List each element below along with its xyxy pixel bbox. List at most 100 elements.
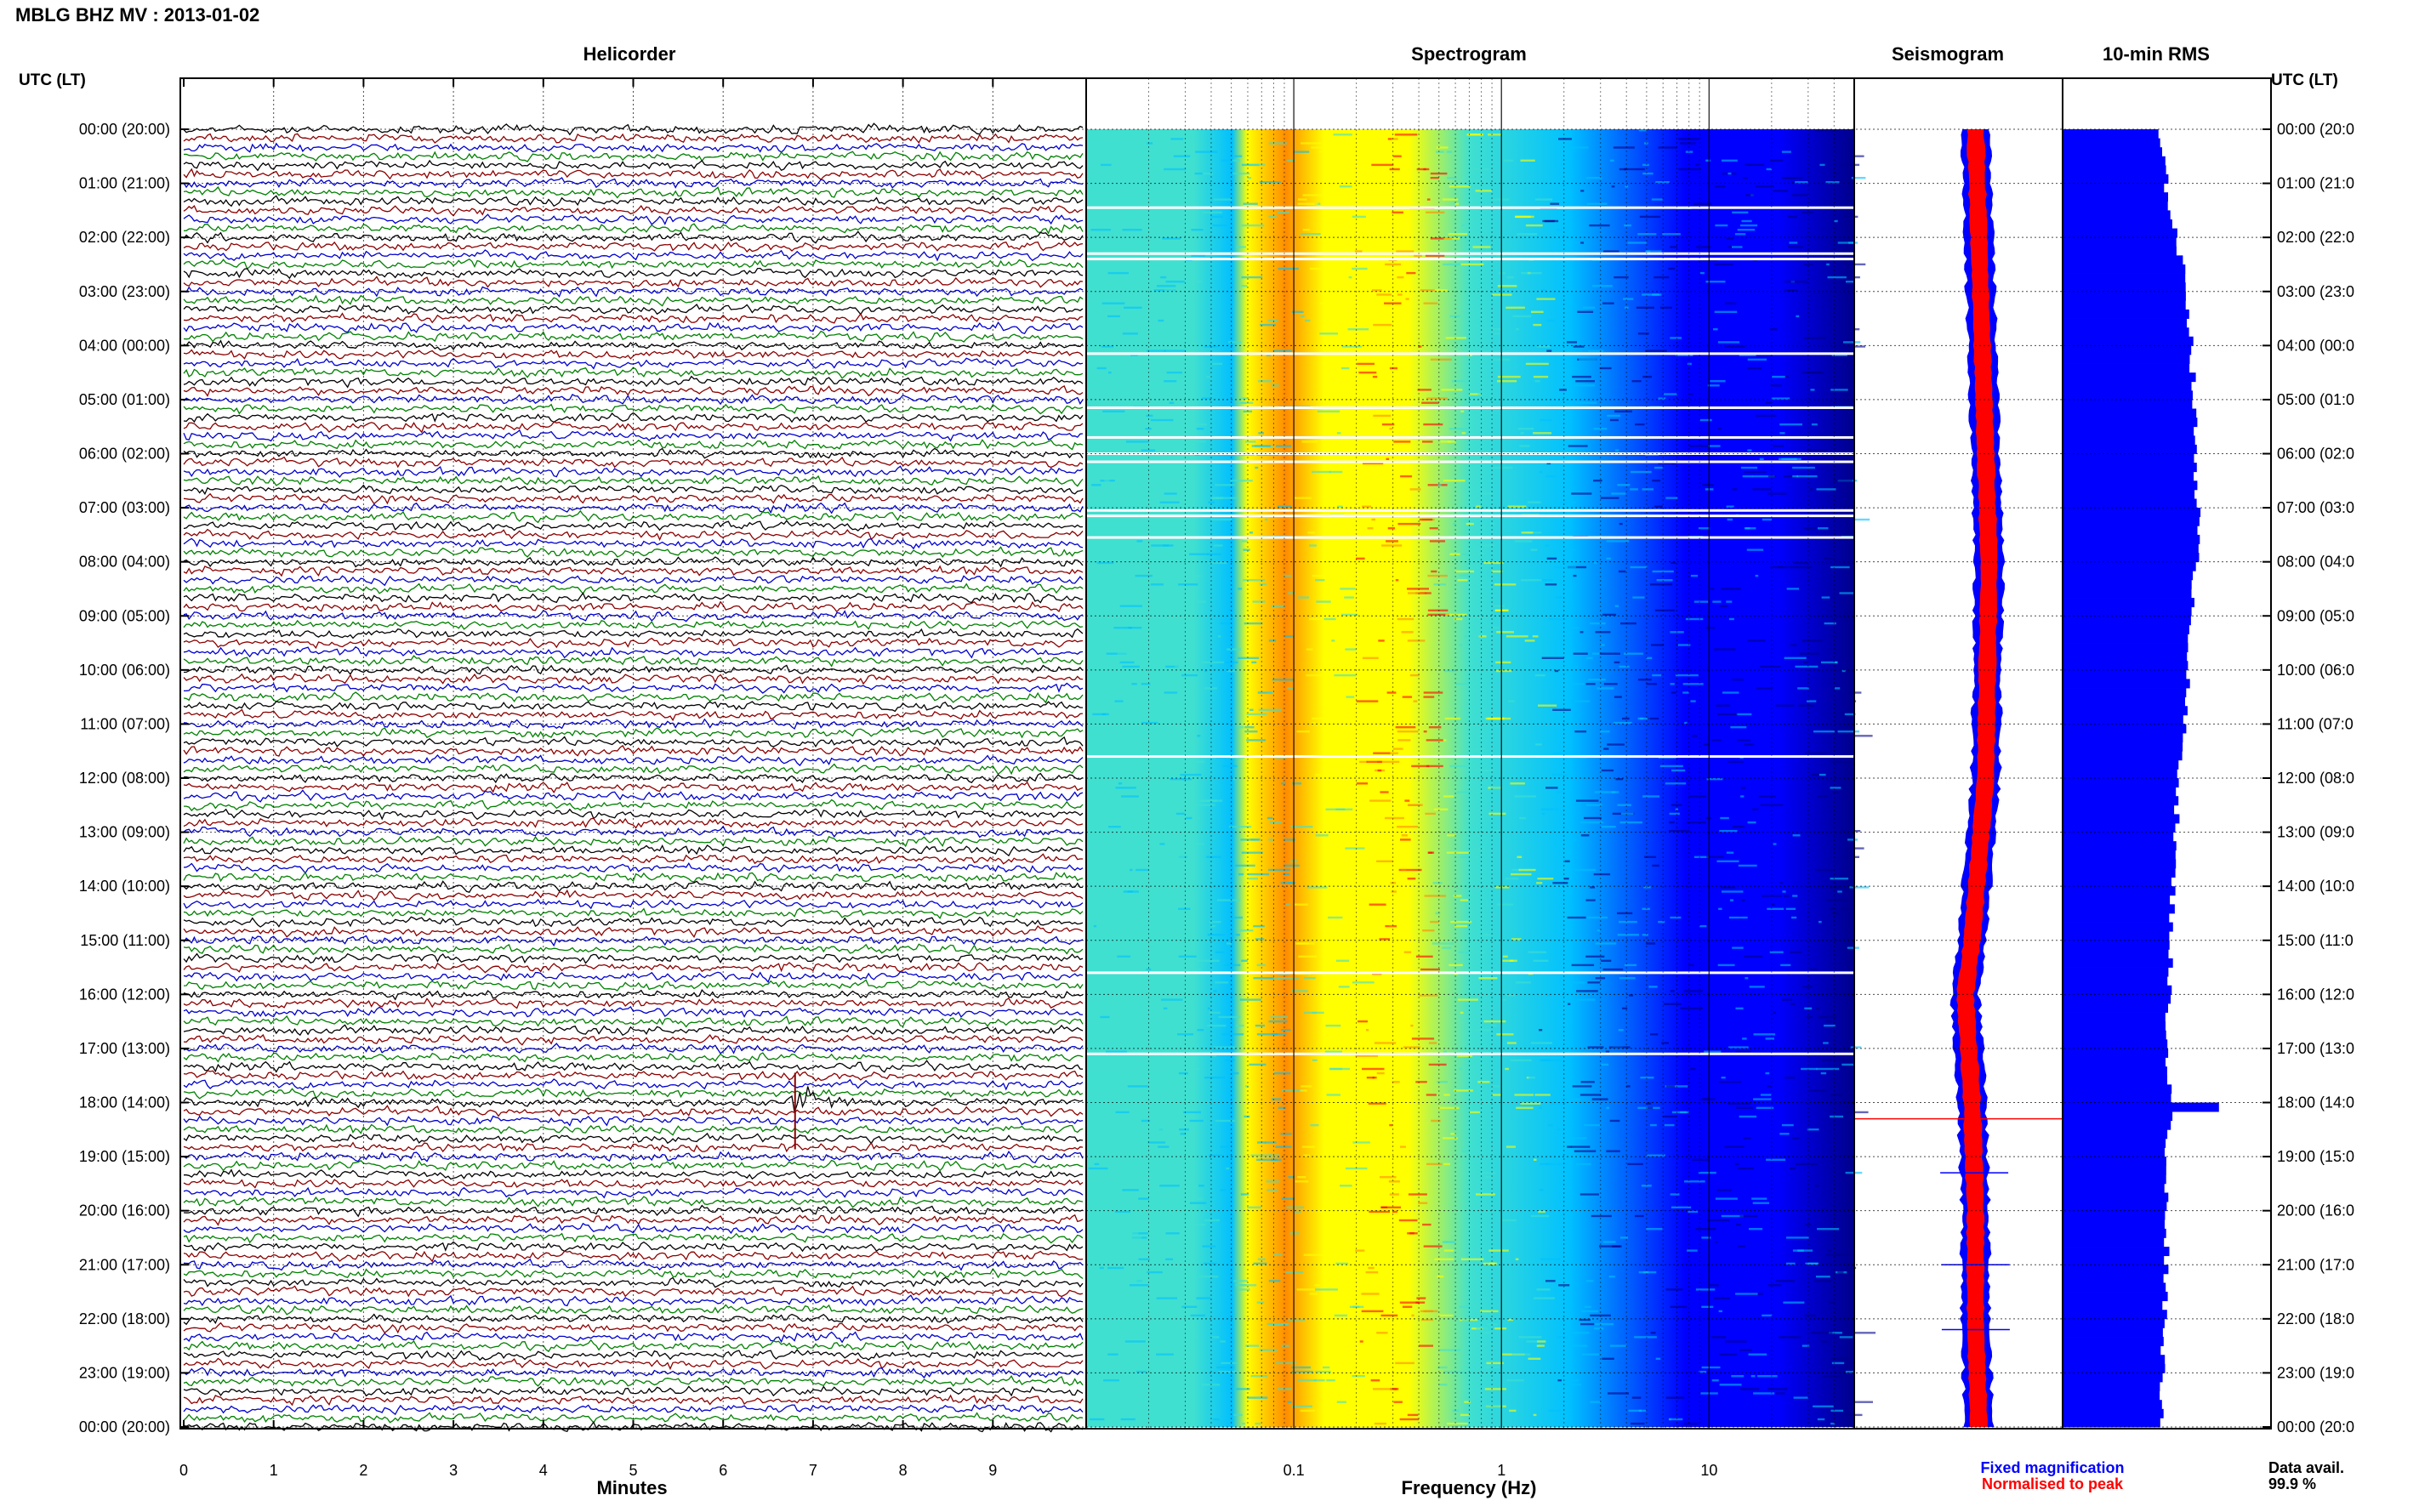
spectrogram-speck [1510, 782, 1525, 785]
spectrogram-speck [1620, 812, 1634, 816]
spectrogram-speck [1216, 1366, 1235, 1369]
spectrogram-speck [1680, 142, 1696, 145]
spectrogram-speck [1779, 1336, 1801, 1339]
spectrogram-speck [1802, 371, 1821, 374]
spectrogram-speck [1306, 886, 1328, 889]
spectrogram-speck [1824, 622, 1836, 625]
spectrogram-speck [1634, 1336, 1657, 1339]
spectrogram-speck [1830, 1422, 1836, 1425]
spectrogram-speck [1271, 605, 1285, 607]
figure-title: MBLG BHZ MV : 2013-01-02 [15, 4, 259, 26]
spectrogram-speck [1609, 1119, 1620, 1123]
spectrogram-speck [1726, 237, 1733, 240]
spectrogram-speck [1185, 816, 1192, 820]
spectrogram-speck [1784, 281, 1807, 283]
spectrogram-speck [1568, 1003, 1571, 1005]
spectrogram-speck [1288, 882, 1293, 884]
spectrogram-speck [1389, 367, 1397, 370]
spectrogram-speck [1790, 951, 1802, 953]
spectrogram-speck [1405, 298, 1409, 300]
spectrogram-speck [1145, 428, 1152, 430]
spectrogram-speck [1742, 177, 1748, 179]
spectrogram-speck [1426, 198, 1431, 201]
spectrogram-speck [1743, 1137, 1751, 1140]
rms-bar [2063, 1247, 2170, 1257]
spectrogram-speck [1423, 168, 1426, 171]
spectrogram-speck [1663, 1003, 1682, 1005]
spectrogram-speck [1380, 1176, 1397, 1179]
spectrogram-speck [1207, 934, 1226, 936]
spectrogram-speck [1541, 669, 1554, 673]
spectrogram-speck [1192, 1067, 1199, 1071]
spectrogram-xlabel: Frequency (Hz) [1402, 1477, 1537, 1498]
spectrogram-speck [1433, 583, 1447, 586]
spectrogram-speck [1746, 549, 1764, 551]
spectrogram-speck [1283, 873, 1290, 876]
tick-labels: 00:00 (20:00)01:00 (21:00)02:00 (22:00)0… [79, 121, 2354, 1479]
helicorder-trace [183, 861, 1084, 874]
rms-bar [2063, 1039, 2168, 1049]
spectrogram-speck [1841, 669, 1846, 673]
spectrogram-speck [1670, 246, 1678, 248]
spectrogram-speck [1688, 1210, 1699, 1214]
spectrogram-speck [1175, 358, 1192, 361]
spectrogram-speck [1457, 791, 1480, 793]
helicorder-trace [183, 1331, 1084, 1344]
spectrogram-speck [1215, 981, 1229, 984]
spectrogram-speck [1568, 981, 1585, 984]
spectrogram-speck [1337, 505, 1343, 508]
spectrogram-speck [1227, 648, 1242, 651]
spectrogram-speck [1239, 929, 1254, 932]
spectrogram-speck [1845, 1370, 1855, 1373]
spectrogram-speck [1662, 1115, 1676, 1118]
spectrogram-speck [1580, 190, 1585, 192]
spectrogram-speck [1579, 1318, 1591, 1322]
spectrogram-speck [1705, 627, 1716, 629]
spectrogram-speck [1602, 968, 1624, 971]
spectrogram-speck [1773, 1011, 1777, 1015]
spectrogram-speck [1258, 432, 1264, 435]
spectrogram-speck [1809, 488, 1813, 491]
spectrogram-speck [1671, 691, 1676, 694]
spectrogram-speck [1677, 644, 1691, 646]
spectrogram-speck [1300, 1409, 1315, 1413]
spectrogram-speck [1191, 254, 1206, 257]
spectrogram-speck [1182, 882, 1189, 884]
rms-bar [2063, 634, 2188, 644]
spectrogram-speck [1210, 362, 1222, 366]
spectrogram-speck [1114, 700, 1124, 702]
spectrogram-speck [1655, 181, 1670, 184]
rms-bar [2063, 643, 2188, 653]
spectrogram-speck [1466, 522, 1474, 526]
spectrogram-speck [1830, 1094, 1844, 1096]
spectrogram-speck [1095, 1327, 1117, 1330]
spectrogram-speck [1107, 315, 1120, 318]
spectrogram-speck [1159, 501, 1180, 503]
spectrogram-speck [1260, 323, 1277, 327]
spectrogram-gap [1086, 509, 1854, 512]
spectrogram-speck [1268, 868, 1290, 872]
spectrogram-speck [1190, 1314, 1205, 1317]
spectrogram-speck [1670, 337, 1682, 339]
spectrogram-speck [1491, 570, 1503, 573]
spectrogram-speck [1710, 1284, 1719, 1287]
x-tick-label-frequency: 1 [1497, 1462, 1505, 1479]
spectrogram-speck [1635, 423, 1645, 426]
spectrogram-speck [1603, 683, 1618, 685]
rms-bar [2063, 561, 2196, 571]
spectrogram-speck [1646, 1102, 1652, 1105]
spectrogram-speck [1493, 830, 1503, 833]
rms-bar [2063, 967, 2169, 977]
spectrogram-speck [1443, 1370, 1466, 1373]
spectrogram-speck [1792, 466, 1815, 469]
spectrogram-speck [1210, 215, 1224, 219]
spectrogram-speck [1246, 713, 1267, 716]
rms-bar [2063, 1012, 2166, 1022]
spectrogram-speck [1552, 708, 1571, 711]
spectrogram-speck [1356, 557, 1365, 560]
spectrogram-speck [1837, 890, 1842, 893]
spectrogram-speck [1158, 1145, 1170, 1148]
spectrogram-speck [1795, 1162, 1818, 1166]
spectrogram-speck [1213, 198, 1232, 201]
